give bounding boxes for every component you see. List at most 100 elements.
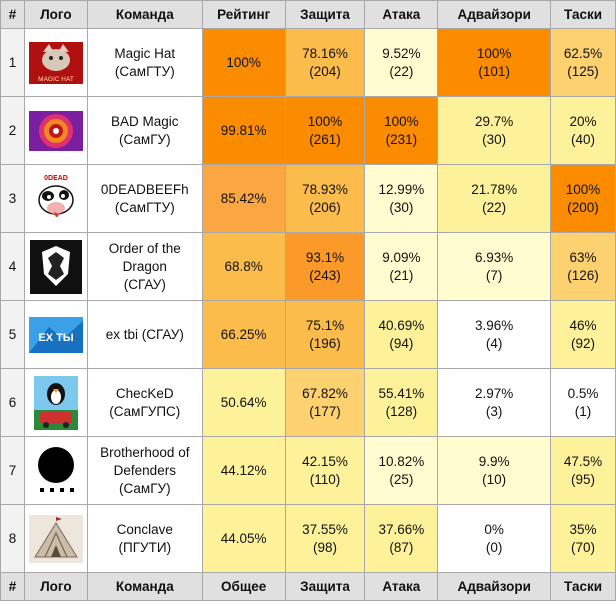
logo-text: 0DEAD: [44, 175, 68, 182]
col-header-team[interactable]: Команда: [86, 0, 203, 29]
team-name: Magic Hat: [114, 45, 176, 61]
logo-cell: MAGIC HAT: [23, 28, 88, 97]
rating-value: 68.8%: [224, 258, 263, 274]
defense-cell: 78.93% (206): [284, 164, 366, 233]
advisory-cell: 6.93% (7): [437, 232, 552, 301]
advisory-cell: 3.96% (4): [437, 300, 552, 369]
col-footer-attack[interactable]: Атака: [364, 572, 439, 601]
tasks-cell: 20% (40): [550, 96, 616, 165]
defense-cell: 78.16% (204): [284, 28, 366, 97]
col-footer-num[interactable]: #: [0, 572, 25, 601]
defense-percent: 75.1%: [305, 317, 345, 333]
attack-cell: 55.41% (128): [364, 368, 439, 437]
logo-cell: [23, 232, 88, 301]
logo-cell: [23, 436, 88, 505]
rating-value: 44.12%: [220, 462, 267, 478]
team-name: Conclave: [116, 521, 173, 537]
tasks-cell: 100% (200): [550, 164, 616, 233]
team-name: ChecKeD: [115, 385, 174, 401]
attack-percent: 12.99%: [378, 181, 425, 197]
advisory-percent: 6.93%: [475, 249, 514, 265]
col-header-num[interactable]: #: [0, 0, 25, 29]
rank-cell: 3: [0, 164, 25, 233]
logo-cell: [23, 96, 88, 165]
col-footer-logo[interactable]: Лого: [23, 572, 88, 601]
team-org: (СамГУ): [119, 131, 171, 147]
defense-cell: 67.82% (177): [284, 368, 366, 437]
rating-cell: 50.64%: [201, 368, 286, 437]
team-name: Brotherhood of Defenders: [100, 444, 190, 478]
attack-percent: 9.52%: [382, 45, 421, 61]
advisory-cell: 2.97% (3): [437, 368, 552, 437]
brotherhood-logo: [29, 443, 83, 498]
rank-cell: 1: [0, 28, 25, 97]
tasks-percent: 63%: [569, 249, 597, 265]
tasks-count: (40): [571, 131, 596, 147]
defense-count: (206): [309, 199, 341, 215]
rating-value: 100%: [226, 54, 261, 70]
tasks-cell: 47.5% (95): [550, 436, 616, 505]
tasks-percent: 35%: [569, 521, 597, 537]
advisory-percent: 2.97%: [475, 385, 514, 401]
team-cell: Brotherhood of Defenders (СамГУ): [86, 436, 203, 505]
col-footer-rating[interactable]: Общее: [201, 572, 286, 601]
team-cell: 0DEADBEEFh (СамГТУ): [86, 164, 203, 233]
advisory-cell: 9.9% (10): [437, 436, 552, 505]
rank-cell: 2: [0, 96, 25, 165]
table-row: 3 0DEAD 0DEADBEEFh (СамГТУ) 85.42% 78.93% (206…: [0, 164, 616, 233]
defense-count: (177): [309, 403, 341, 419]
attack-percent: 100%: [384, 113, 419, 129]
tasks-count: (92): [571, 335, 596, 351]
table-row: 1 MAGIC HAT Magic Hat (СамГТУ) 100% 78.16% (20…: [0, 28, 616, 97]
tasks-cell: 62.5% (125): [550, 28, 616, 97]
col-header-logo[interactable]: Лого: [23, 0, 88, 29]
team-org: (СамГУ): [119, 480, 171, 496]
col-footer-team[interactable]: Команда: [86, 572, 203, 601]
advisory-count: (22): [482, 199, 507, 215]
attack-percent: 37.66%: [378, 521, 425, 537]
team-org: (ПГУТИ): [118, 539, 172, 555]
advisory-count: (0): [485, 539, 503, 555]
defense-percent: 93.1%: [305, 249, 345, 265]
advisory-cell: 21.78% (22): [437, 164, 552, 233]
advisory-cell: 29.7% (30): [437, 96, 552, 165]
magic-hat-logo: MAGIC HAT: [28, 36, 83, 90]
tasks-percent: 46%: [569, 317, 597, 333]
tasks-cell: 63% (126): [550, 232, 616, 301]
order-of-dragon-logo: [29, 239, 83, 294]
team-cell: Conclave (ПГУТИ): [86, 504, 203, 573]
tasks-percent: 47.5%: [563, 453, 603, 469]
rating-cell: 100%: [201, 28, 286, 97]
col-header-tasks[interactable]: Таски: [550, 0, 616, 29]
attack-cell: 9.52% (22): [364, 28, 439, 97]
defense-percent: 42.15%: [302, 453, 348, 469]
col-footer-advisory[interactable]: Адвайзори: [437, 572, 552, 601]
team-org: (СамГУПС): [109, 403, 181, 419]
header-row: # Лого Команда Рейтинг Защита Атака Адва…: [0, 0, 616, 29]
col-header-rating[interactable]: Рейтинг: [201, 0, 286, 29]
col-header-defense[interactable]: Защита: [284, 0, 366, 29]
attack-count: (25): [389, 471, 414, 487]
defense-count: (243): [309, 267, 341, 283]
team-cell: ex tbi (СГАУ): [86, 300, 203, 369]
attack-percent: 40.69%: [378, 317, 425, 333]
logo-text: MAGIC HAT: [38, 76, 74, 83]
logo-cell: [23, 368, 88, 437]
rating-value: 99.81%: [220, 122, 267, 138]
col-header-attack[interactable]: Атака: [364, 0, 439, 29]
col-footer-tasks[interactable]: Таски: [550, 572, 616, 601]
advisory-cell: 0% (0): [437, 504, 552, 573]
attack-percent: 10.82%: [378, 453, 425, 469]
rank-cell: 6: [0, 368, 25, 437]
rating-value: 85.42%: [220, 190, 267, 206]
checked-penguin-logo: [29, 375, 83, 430]
col-footer-defense[interactable]: Защита: [284, 572, 366, 601]
footer-row: # Лого Команда Общее Защита Атака Адвайз…: [0, 572, 616, 601]
advisory-count: (10): [482, 471, 507, 487]
team-name: ex tbi (СГАУ): [105, 326, 184, 342]
col-header-advisory[interactable]: Адвайзори: [437, 0, 552, 29]
advisory-percent: 29.7%: [475, 113, 514, 129]
attack-cell: 40.69% (94): [364, 300, 439, 369]
advisory-count: (3): [485, 403, 503, 419]
